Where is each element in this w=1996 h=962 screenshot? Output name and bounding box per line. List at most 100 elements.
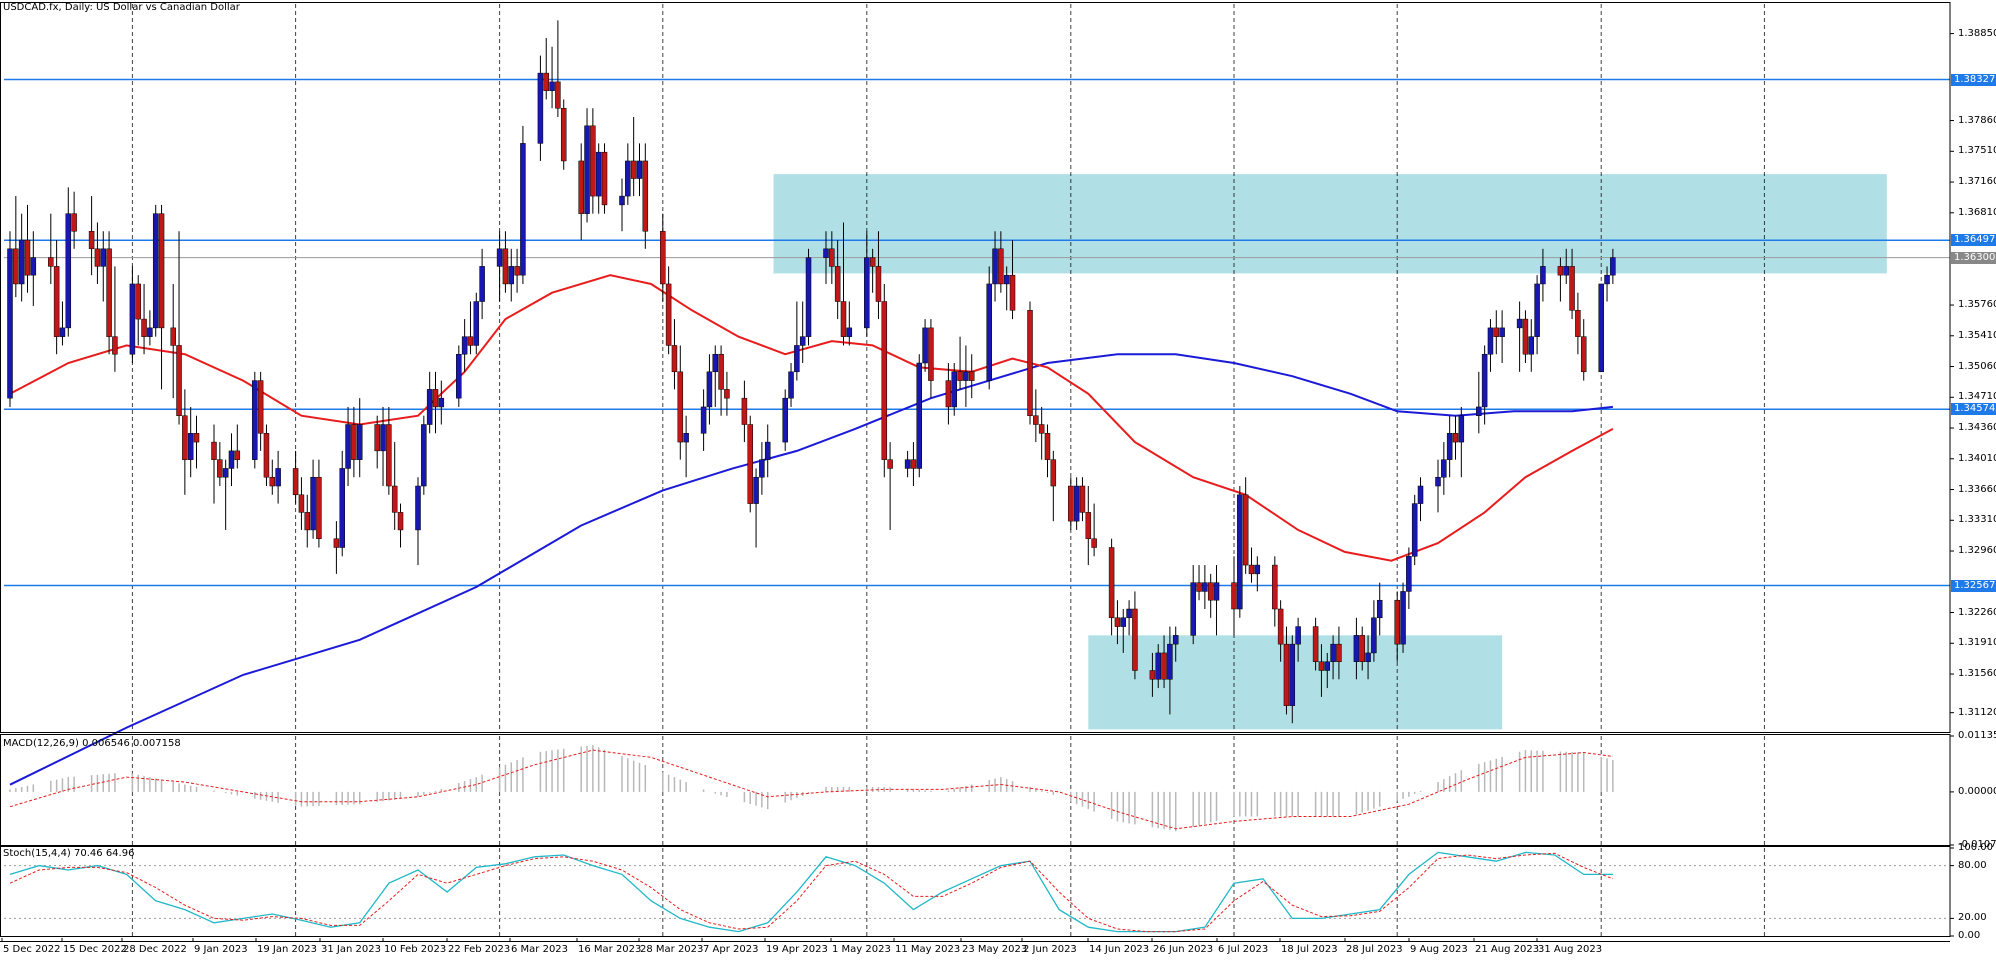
candle xyxy=(228,433,235,487)
candle-body xyxy=(1033,415,1039,425)
candle xyxy=(1289,635,1296,724)
candle xyxy=(298,477,305,530)
candle-body xyxy=(805,257,812,337)
candles-layer xyxy=(7,20,1616,724)
candle-body xyxy=(1132,608,1138,671)
candle xyxy=(193,415,200,469)
candle-body xyxy=(945,380,952,408)
candle xyxy=(724,371,730,416)
candle-body xyxy=(158,213,165,329)
candle xyxy=(292,450,299,504)
candle xyxy=(135,275,141,346)
candle-body xyxy=(630,160,637,179)
date-tick-label: 9 Aug 2023 xyxy=(1410,944,1468,955)
candle xyxy=(1079,477,1086,522)
candle-body xyxy=(1068,485,1074,522)
candle-body xyxy=(1207,582,1214,601)
candle-body xyxy=(1242,494,1249,566)
candle-body xyxy=(595,151,602,197)
candle-body xyxy=(1575,310,1581,337)
candle xyxy=(380,406,386,487)
candle-body xyxy=(1044,433,1051,460)
candle xyxy=(1353,617,1360,680)
candle-body xyxy=(1406,556,1412,592)
candle xyxy=(799,301,806,364)
date-tick-label: 28 Jul 2023 xyxy=(1346,944,1403,955)
candle xyxy=(304,494,311,548)
candle-body xyxy=(339,468,345,548)
candle xyxy=(1580,319,1587,381)
candle xyxy=(1155,644,1161,689)
candle-body xyxy=(135,283,141,320)
candle xyxy=(1499,310,1505,364)
candle xyxy=(1073,477,1080,530)
candle xyxy=(1516,301,1523,372)
candle xyxy=(1481,345,1488,425)
candle-body xyxy=(1394,599,1400,645)
candle-body xyxy=(1190,582,1196,636)
candle-body xyxy=(508,266,515,285)
candle-body xyxy=(1108,547,1115,619)
date-tick-label: 1 May 2023 xyxy=(832,944,891,955)
price-tick-label: 1.33310 xyxy=(1958,514,1996,526)
candle-body xyxy=(1540,266,1546,285)
date-tick-label: 26 Jun 2023 xyxy=(1153,944,1214,955)
candle xyxy=(1167,626,1173,715)
candle-body xyxy=(683,433,689,443)
candle xyxy=(1557,257,1564,302)
candle xyxy=(48,213,54,284)
candle-body xyxy=(193,433,200,443)
candle-body xyxy=(1435,476,1441,487)
candle-body xyxy=(514,266,520,276)
candle-body xyxy=(590,125,596,197)
candle-body xyxy=(456,353,462,399)
candle-body xyxy=(1580,336,1587,373)
candle xyxy=(421,415,427,495)
date-tick-label: 23 May 2023 xyxy=(962,944,1028,955)
candle xyxy=(782,389,788,451)
candle xyxy=(1132,591,1138,680)
candle-body xyxy=(18,239,25,285)
candle-body xyxy=(7,248,13,399)
candle-body xyxy=(963,371,969,381)
candle xyxy=(461,319,468,372)
candle xyxy=(211,424,217,504)
price-tick-label: 1.35760 xyxy=(1958,299,1996,311)
candle-body xyxy=(112,336,118,355)
price-tick-label: 1.32960 xyxy=(1958,545,1996,557)
candle-body xyxy=(951,371,957,408)
candle-body xyxy=(1289,643,1296,706)
stoch-tick-label: 100.00 xyxy=(1958,842,1993,853)
candle-body xyxy=(461,336,468,355)
candle-body xyxy=(834,266,841,302)
candle xyxy=(397,503,404,548)
macd-tick-label: 0.011355 xyxy=(1958,730,1996,741)
candle xyxy=(992,231,998,302)
candle xyxy=(1563,248,1569,284)
level-badge: 1.38327 xyxy=(1951,73,1996,86)
candle xyxy=(625,143,631,205)
candle-body xyxy=(764,441,771,460)
candle xyxy=(1522,310,1529,364)
candle xyxy=(252,371,258,469)
candle-body xyxy=(1499,327,1505,337)
candle-body xyxy=(887,459,893,469)
candle-body xyxy=(1050,459,1057,487)
candle xyxy=(1441,442,1447,495)
candle-body xyxy=(1196,582,1202,592)
candle-body xyxy=(333,538,340,548)
candle-body xyxy=(1441,459,1447,478)
date-tick-label: 11 May 2023 xyxy=(895,944,961,955)
stoch-tick-label: 20.00 xyxy=(1958,912,1987,924)
candle-body xyxy=(1516,318,1523,329)
candle xyxy=(1336,626,1342,680)
candle-body xyxy=(386,424,392,487)
candle xyxy=(928,319,934,399)
candle-body xyxy=(1534,283,1540,337)
candle-body xyxy=(1610,257,1616,276)
candle xyxy=(1534,275,1540,355)
candle xyxy=(1085,486,1092,566)
candle-body xyxy=(1283,643,1290,706)
